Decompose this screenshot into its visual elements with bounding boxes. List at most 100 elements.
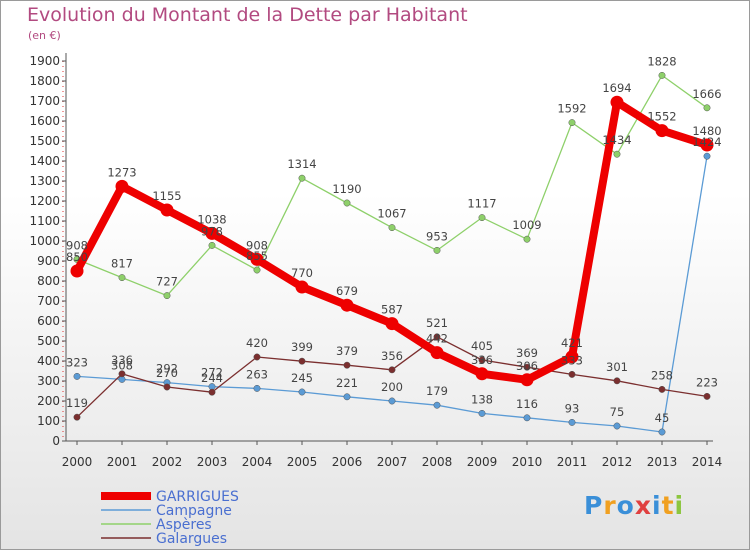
data-label-asp-res: 1592	[557, 102, 586, 116]
legend-label-asp-res: Aspères	[156, 517, 212, 533]
data-label-asp-res: 1434	[602, 133, 631, 147]
data-label-galargues: 521	[426, 316, 448, 330]
data-label-garrigues: 336	[471, 353, 493, 367]
data-point-asp-res	[298, 174, 306, 182]
data-label-asp-res: 1666	[692, 87, 721, 101]
legend-label-garrigues: GARRIGUES	[156, 489, 239, 505]
x-tick-label: 2014	[692, 455, 723, 469]
data-point-asp-res	[163, 292, 171, 300]
data-point-galargues	[478, 356, 486, 364]
logo-letter: r	[603, 491, 617, 520]
data-point-campagne	[613, 422, 621, 430]
y-tick-label: 900	[37, 254, 60, 268]
x-tick-label: 2003	[197, 455, 228, 469]
logo-letter: P	[584, 491, 604, 520]
x-tick-label: 2005	[287, 455, 318, 469]
data-point-garrigues	[115, 179, 129, 193]
data-label-campagne: 179	[426, 384, 448, 398]
y-tick-label: 1200	[29, 194, 60, 208]
data-label-asp-res: 1314	[287, 157, 316, 171]
y-tick-label: 300	[37, 374, 60, 388]
x-tick-label: 2000	[62, 455, 93, 469]
x-tick-label: 2002	[152, 455, 183, 469]
data-label-campagne: 45	[655, 411, 670, 425]
data-point-garrigues	[295, 280, 309, 294]
data-point-asp-res	[208, 241, 216, 249]
data-label-asp-res: 1067	[377, 207, 406, 221]
data-label-galargues: 333	[561, 353, 583, 367]
data-label-galargues: 301	[606, 360, 628, 374]
data-point-garrigues	[250, 252, 264, 266]
x-tick-label: 2013	[647, 455, 678, 469]
logo-letter: x	[634, 491, 652, 520]
data-point-asp-res	[433, 246, 441, 254]
data-point-galargues	[73, 413, 81, 421]
data-point-asp-res	[658, 71, 666, 79]
data-point-campagne	[658, 428, 666, 436]
data-label-campagne: 138	[471, 392, 493, 406]
x-tick-label: 2007	[377, 455, 408, 469]
data-label-asp-res: 1828	[647, 54, 676, 68]
y-tick-label: 1800	[29, 74, 60, 88]
y-tick-label: 200	[37, 394, 60, 408]
y-tick-label: 600	[37, 314, 60, 328]
data-label-campagne: 272	[201, 366, 223, 380]
data-label-campagne: 263	[246, 367, 268, 381]
data-point-asp-res	[523, 235, 531, 243]
y-tick-label: 400	[37, 354, 60, 368]
data-point-campagne	[388, 397, 396, 405]
data-label-campagne: 200	[381, 380, 403, 394]
logo-letter: o	[616, 491, 635, 520]
data-point-campagne	[703, 152, 711, 160]
x-tick-label: 2001	[107, 455, 138, 469]
data-point-garrigues	[700, 138, 714, 152]
data-point-campagne	[568, 418, 576, 426]
data-label-garrigues: 1480	[692, 124, 721, 138]
data-point-asp-res	[478, 214, 486, 222]
data-point-galargues	[703, 392, 711, 400]
chart-title: Evolution du Montant de la Dette par Hab…	[27, 4, 468, 26]
data-point-campagne	[343, 393, 351, 401]
data-point-garrigues	[565, 350, 579, 364]
y-tick-label: 0	[52, 434, 60, 448]
data-point-asp-res	[613, 150, 621, 158]
y-tick-label: 500	[37, 334, 60, 348]
data-point-asp-res	[253, 266, 261, 274]
data-label-garrigues: 442	[426, 332, 448, 346]
data-label-garrigues: 1038	[197, 212, 226, 226]
y-tick-label: 1900	[29, 54, 60, 68]
data-point-galargues	[208, 388, 216, 396]
legend-label-campagne: Campagne	[156, 503, 232, 519]
data-point-garrigues	[205, 226, 219, 240]
x-tick-label: 2012	[602, 455, 633, 469]
data-label-campagne: 323	[66, 355, 88, 369]
data-label-asp-res: 908	[66, 238, 88, 252]
data-point-galargues	[118, 370, 126, 378]
data-point-campagne	[523, 414, 531, 422]
data-label-galargues: 399	[291, 340, 313, 354]
data-label-galargues: 369	[516, 346, 538, 360]
data-point-asp-res	[568, 119, 576, 127]
data-label-garrigues: 908	[246, 238, 268, 252]
y-tick-label: 700	[37, 294, 60, 308]
data-label-asp-res: 727	[156, 275, 178, 289]
data-label-campagne: 292	[156, 362, 178, 376]
data-point-garrigues	[610, 95, 624, 109]
data-label-garrigues: 770	[291, 266, 313, 280]
data-point-galargues	[163, 383, 171, 391]
data-label-asp-res: 1190	[332, 182, 361, 196]
data-point-campagne	[73, 372, 81, 380]
data-point-galargues	[388, 366, 396, 374]
y-tick-label: 100	[37, 414, 60, 428]
y-tick-label: 1400	[29, 154, 60, 168]
proxiti-logo: Proxiti	[584, 491, 684, 520]
data-point-campagne	[433, 401, 441, 409]
data-label-asp-res: 817	[111, 257, 133, 271]
data-point-galargues	[613, 377, 621, 385]
data-point-galargues	[343, 361, 351, 369]
data-label-asp-res: 855	[246, 249, 268, 263]
data-point-galargues	[523, 363, 531, 371]
data-point-galargues	[253, 353, 261, 361]
data-label-garrigues: 1273	[107, 165, 136, 179]
